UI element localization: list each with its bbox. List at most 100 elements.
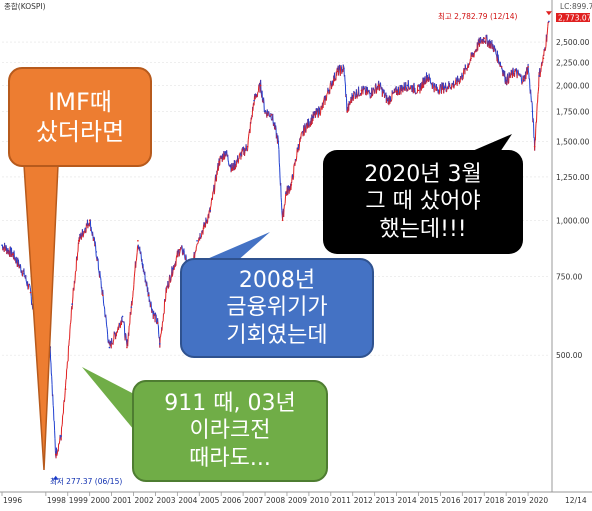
data-point xyxy=(461,75,464,77)
min-marker-icon xyxy=(52,475,59,480)
data-point xyxy=(95,251,98,253)
data-point xyxy=(156,322,159,324)
x-tick-label: 2006 xyxy=(222,496,241,505)
x-tick-label: 2009 xyxy=(288,496,307,505)
data-point xyxy=(533,145,536,148)
data-point xyxy=(126,346,128,349)
x-tick-label: 2020 xyxy=(529,496,548,505)
nine-eleven-callout-tail xyxy=(82,367,134,430)
x-tick-label: 2008 xyxy=(266,496,285,505)
covid-2020-callout: 2020년 3월 그 때 샀어야 했는데!!! xyxy=(323,150,523,254)
x-tick-label: 2011 xyxy=(332,496,351,505)
x-tick-label: 2019 xyxy=(507,496,526,505)
data-point xyxy=(548,20,550,23)
data-point xyxy=(231,168,233,171)
data-point xyxy=(435,88,437,91)
x-tick-label: 2001 xyxy=(113,496,132,505)
x-axis: 1996 1998 1999 2000 2001 2002 2003 2004 2005 2006… xyxy=(1,492,548,505)
data-point xyxy=(369,92,372,95)
data-point xyxy=(137,240,139,242)
x-tick-label: 1999 xyxy=(69,496,88,505)
hi-low-label: LC:899.77 xyxy=(560,2,592,11)
data-point xyxy=(29,291,32,294)
data-point xyxy=(60,435,62,437)
x-tick-label: 2004 xyxy=(178,496,197,505)
data-point xyxy=(209,210,212,212)
data-point xyxy=(183,251,185,253)
x-tick-label: 2005 xyxy=(200,496,219,505)
data-point xyxy=(522,79,525,82)
data-point xyxy=(12,253,14,256)
data-point xyxy=(417,89,420,92)
y-tick-label: 2,000.00 xyxy=(556,81,590,90)
data-point xyxy=(121,315,124,318)
y-tick-label: 1,250.00 xyxy=(556,173,590,182)
data-point xyxy=(196,240,198,242)
data-point xyxy=(141,262,144,265)
x-tick-label: 2014 xyxy=(398,496,417,505)
data-point xyxy=(54,453,57,456)
x-tick-label: 2012 xyxy=(354,496,373,505)
data-point xyxy=(246,145,249,148)
nine-eleven-line2: 이라크전 xyxy=(189,418,271,444)
data-point xyxy=(88,219,91,222)
y-axis: 2,500.00 2,250.00 2,000.00 1,750.00 1,500.00… xyxy=(556,38,590,360)
crisis-2008-callout: 2008년 금융위기가 기회였는데 xyxy=(180,258,374,358)
x-tick-label: 2016 xyxy=(441,496,460,505)
x-tick-label: 2007 xyxy=(244,496,263,505)
data-point xyxy=(527,66,529,68)
imf-callout: IMF때 샀더라면 xyxy=(8,67,152,167)
x-tick-label: 2000 xyxy=(91,496,110,505)
max-annotation: 최고 2,782.79 (12/14) xyxy=(438,11,518,21)
data-point xyxy=(285,192,287,194)
data-point xyxy=(178,248,181,251)
covid-2020-line2: 그 때 샀어야 xyxy=(365,189,481,215)
data-point xyxy=(218,161,220,163)
index-label: 종합(KOSPI) xyxy=(4,2,46,11)
data-point xyxy=(172,267,174,270)
crisis-2008-line1: 2008년 xyxy=(238,267,316,293)
min-annotation: 최저 277.37 (06/15) xyxy=(50,476,122,486)
x-tick-label: 2002 xyxy=(135,496,154,505)
data-point xyxy=(224,151,227,153)
right-date-label: 12/14 xyxy=(565,496,587,505)
data-point xyxy=(492,45,494,47)
data-point xyxy=(327,89,330,92)
y-tick-label: 1,500.00 xyxy=(556,137,590,146)
data-point xyxy=(312,116,315,118)
data-point xyxy=(343,67,345,70)
data-point xyxy=(108,346,111,349)
data-point xyxy=(505,79,507,82)
covid-2020-line3: 했는데!!! xyxy=(379,216,467,242)
x-tick-label: 2003 xyxy=(156,496,175,505)
data-point xyxy=(277,140,279,143)
nine-eleven-line3: 때라도... xyxy=(189,445,271,471)
y-tick-label: 500.00 xyxy=(556,351,582,360)
data-point xyxy=(148,294,150,297)
covid-2020-callout-tail xyxy=(470,134,512,152)
data-point xyxy=(259,84,262,87)
data-point xyxy=(406,84,409,87)
covid-2020-line1: 2020년 3월 xyxy=(364,161,482,187)
nine-eleven-line1: 911 때, 03년 xyxy=(164,390,296,416)
data-point xyxy=(297,147,299,149)
data-point xyxy=(115,332,117,334)
nine-eleven-callout: 911 때, 03년 이라크전 때라도... xyxy=(132,380,328,482)
data-point xyxy=(321,107,323,109)
data-point xyxy=(386,99,389,102)
crisis-2008-callout-tail xyxy=(200,232,270,262)
crisis-2008-line2: 금융위기가 xyxy=(226,295,328,321)
x-tick-label: 1998 xyxy=(47,496,66,505)
x-tick-label: 2017 xyxy=(463,496,482,505)
data-point xyxy=(159,343,161,345)
data-point xyxy=(500,66,503,68)
y-tick-label: 1,750.00 xyxy=(556,107,590,116)
data-point xyxy=(443,86,446,89)
data-point xyxy=(253,99,255,102)
data-point xyxy=(514,70,516,73)
y-tick-label: 2,250.00 xyxy=(556,59,590,68)
data-point xyxy=(23,272,25,275)
y-tick-label: 2,500.00 xyxy=(556,38,590,47)
data-point xyxy=(264,110,266,113)
y-tick-label: 1,000.00 xyxy=(556,216,590,225)
